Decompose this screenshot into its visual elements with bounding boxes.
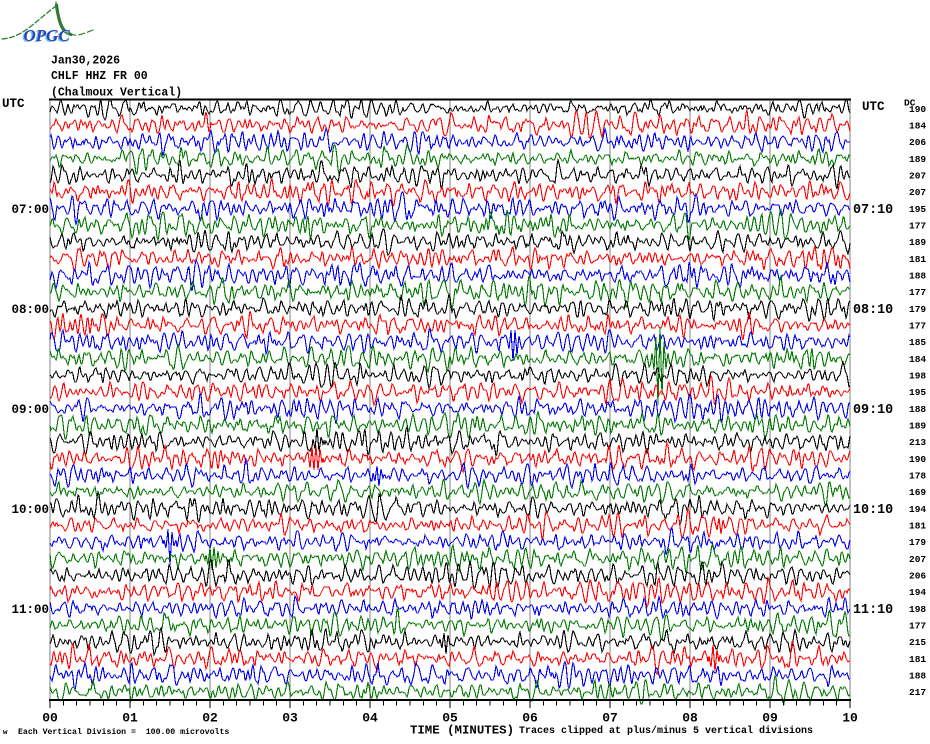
svg-text:188: 188 [909, 671, 926, 682]
svg-text:207: 207 [909, 554, 926, 565]
svg-text:03: 03 [282, 711, 298, 726]
svg-text:UTC: UTC [2, 97, 25, 111]
svg-text:194: 194 [909, 504, 926, 515]
svg-text:217: 217 [909, 687, 926, 698]
svg-text:09: 09 [762, 711, 778, 726]
svg-text:189: 189 [909, 154, 926, 165]
svg-text:169: 169 [909, 487, 926, 498]
svg-text:181: 181 [909, 521, 926, 532]
svg-text:189: 189 [909, 421, 926, 432]
svg-text:190: 190 [909, 104, 926, 115]
svg-text:215: 215 [909, 637, 926, 648]
svg-text:206: 206 [909, 137, 926, 148]
svg-text:177: 177 [909, 221, 926, 232]
svg-text:09:00: 09:00 [11, 403, 49, 417]
svg-text:07: 07 [602, 711, 618, 726]
svg-text:11:10: 11:10 [853, 603, 893, 618]
svg-text:OPGC: OPGC [24, 26, 71, 45]
svg-text:198: 198 [909, 604, 926, 615]
svg-text:01: 01 [122, 711, 138, 726]
svg-text:185: 185 [909, 337, 926, 348]
svg-text:00: 00 [42, 711, 58, 726]
svg-text:213: 213 [909, 437, 926, 448]
svg-text:188: 188 [909, 404, 926, 415]
svg-text:177: 177 [909, 287, 926, 298]
svg-text:179: 179 [909, 537, 926, 548]
svg-text:05: 05 [442, 711, 458, 726]
svg-text:188: 188 [909, 271, 926, 282]
svg-text:190: 190 [909, 454, 926, 465]
svg-text:177: 177 [909, 621, 926, 632]
svg-text:(Chalmoux Vertical): (Chalmoux Vertical) [51, 87, 182, 100]
svg-text:10:00: 10:00 [11, 503, 49, 517]
svg-text:10:10: 10:10 [853, 503, 893, 518]
svg-text:06: 06 [522, 711, 538, 726]
svg-text:195: 195 [909, 204, 926, 215]
svg-text:198: 198 [909, 371, 926, 382]
svg-text:08:00: 08:00 [11, 303, 49, 317]
svg-text:07:10: 07:10 [853, 203, 893, 218]
svg-text:Traces clipped at plus/minus 5: Traces clipped at plus/minus 5 vertical … [519, 725, 813, 737]
svg-text:08:10: 08:10 [853, 303, 893, 318]
svg-text:189: 189 [909, 237, 926, 248]
svg-text:08: 08 [682, 711, 698, 726]
svg-text:207: 207 [909, 171, 926, 182]
svg-text:177: 177 [909, 321, 926, 332]
svg-text:w: w [3, 729, 8, 737]
svg-text:206: 206 [909, 571, 926, 582]
svg-text:DC: DC [904, 98, 916, 109]
svg-text:10: 10 [842, 711, 858, 726]
svg-text:181: 181 [909, 654, 926, 665]
svg-text:207: 207 [909, 187, 926, 198]
svg-text:OPGC: OPGC [22, 27, 69, 46]
svg-text:179: 179 [909, 304, 926, 315]
svg-text:181: 181 [909, 254, 926, 265]
svg-text:Jan30,2026: Jan30,2026 [51, 55, 120, 68]
svg-text:CHLF HHZ FR 00: CHLF HHZ FR 00 [51, 70, 148, 83]
svg-text:195: 195 [909, 387, 926, 398]
svg-text:178: 178 [909, 471, 926, 482]
svg-text:02: 02 [202, 711, 218, 726]
svg-text:11:00: 11:00 [11, 603, 49, 617]
svg-text:Each Vertical Division = 100.: Each Vertical Division = 100.00 microvol… [18, 727, 229, 737]
svg-text:UTC: UTC [862, 100, 885, 114]
svg-text:TIME (MINUTES): TIME (MINUTES) [410, 724, 514, 738]
svg-text:184: 184 [909, 121, 926, 132]
svg-text:07:00: 07:00 [11, 203, 49, 217]
svg-text:184: 184 [909, 354, 926, 365]
svg-text:09:10: 09:10 [853, 403, 893, 418]
svg-text:194: 194 [909, 587, 926, 598]
svg-text:04: 04 [362, 711, 378, 726]
